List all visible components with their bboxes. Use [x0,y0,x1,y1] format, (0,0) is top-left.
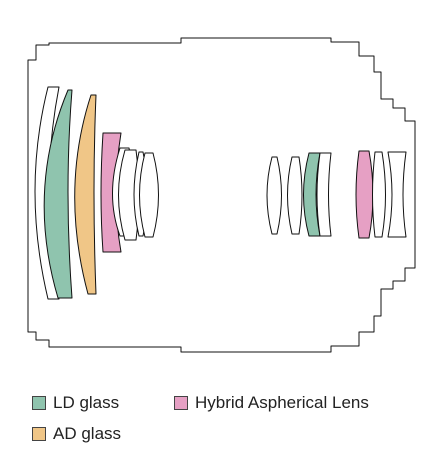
rear-group-element [287,156,303,235]
rear-group-element [372,151,386,238]
lens-barrel-outline [27,37,416,353]
ad-glass-element [74,94,97,295]
hybrid-aspherical-label: Hybrid Aspherical Lens [195,393,369,412]
rear-group-element [387,151,407,238]
legend-item-ld-glass: LD glass [32,393,119,413]
ld-glass-swatch [32,396,46,410]
legend-item-hybrid-aspherical: Hybrid Aspherical Lens [174,393,369,413]
rear-group-element [266,156,282,235]
ld-glass-element-front [43,89,73,299]
legend-item-ad-glass: AD glass [32,424,121,444]
hybrid-aspherical-element-rear [355,150,374,239]
ad-glass-swatch [32,427,46,441]
lens-construction-diagram [27,37,416,353]
ad-glass-label: AD glass [53,424,122,443]
front-group-element [139,152,159,238]
ld-glass-label: LD glass [53,393,120,412]
rear-group-element [316,152,332,237]
hybrid-aspherical-swatch [174,396,188,410]
